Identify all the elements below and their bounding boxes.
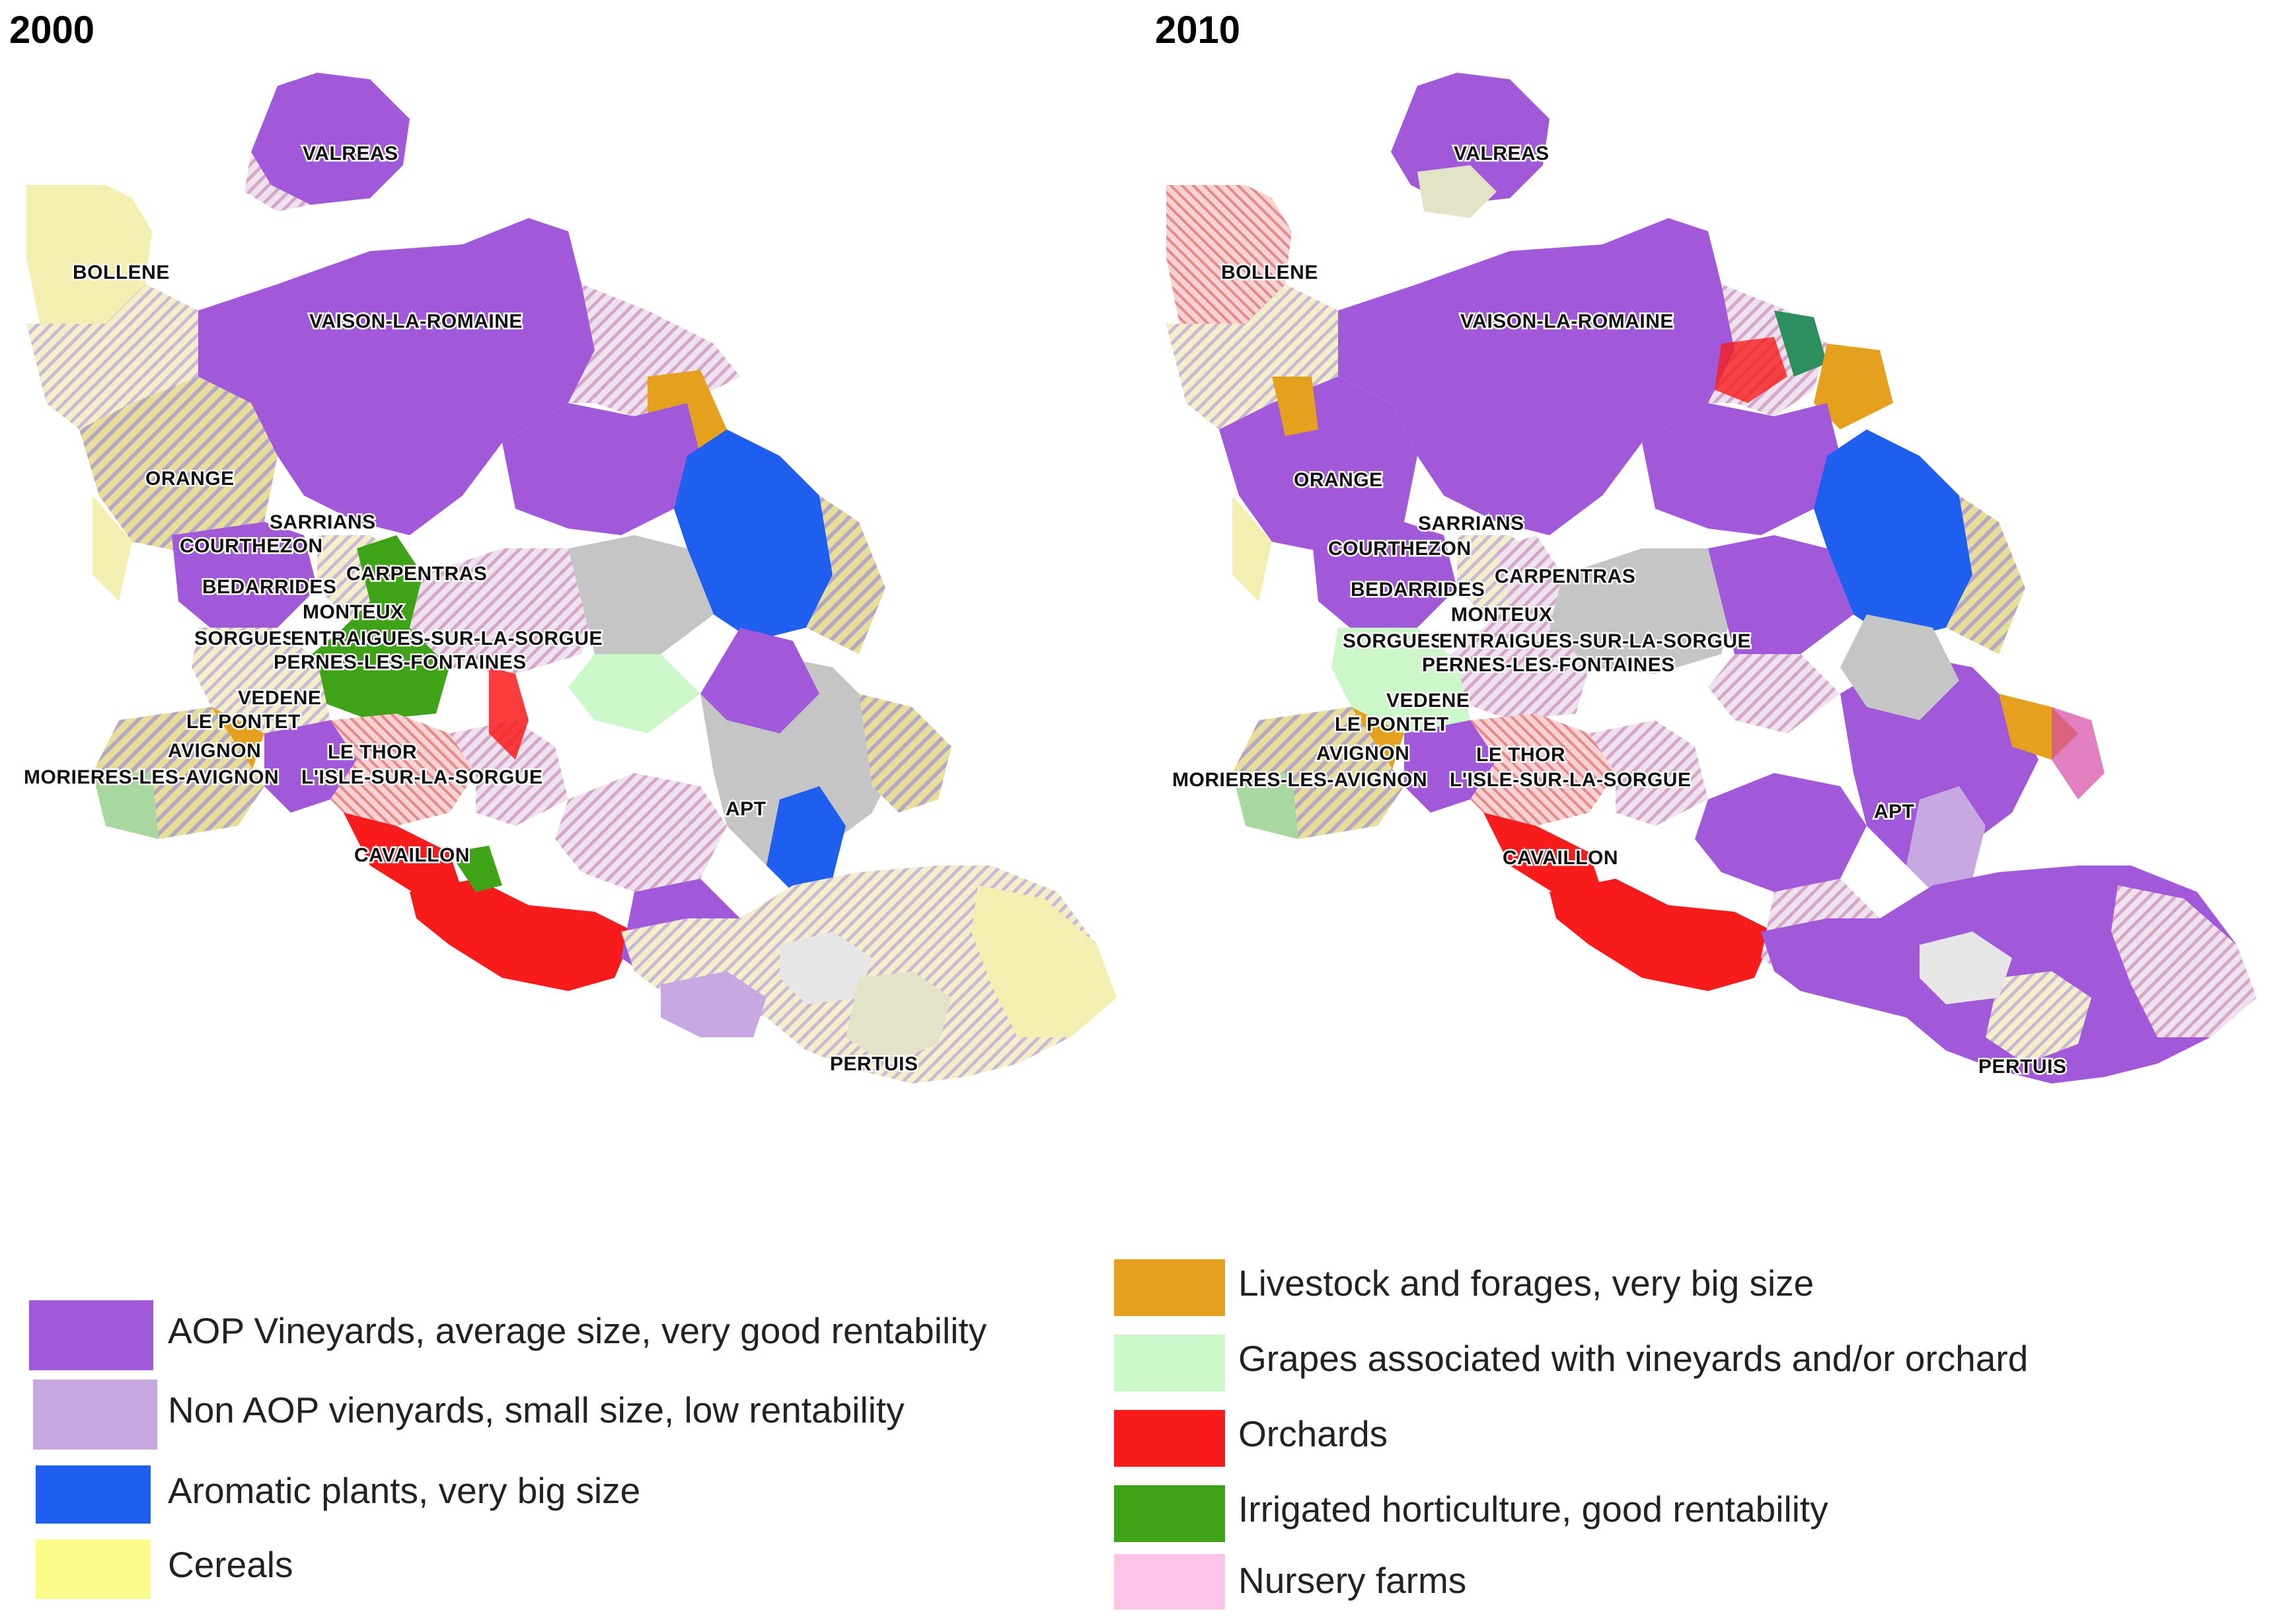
place-label: APT: [726, 798, 766, 820]
place-label: MORIERES-LES-AVIGNON: [1172, 769, 1427, 791]
legend-label: Cereals: [168, 1544, 293, 1585]
place-label: LE PONTET: [186, 711, 301, 733]
place-label: APT: [1874, 801, 1915, 823]
place-label: ORANGE: [145, 468, 235, 490]
place-label: BOLLENE: [1221, 262, 1318, 283]
place-label: PERTUIS: [1978, 1056, 2067, 1078]
legend-label: Orchards: [1238, 1413, 1388, 1454]
place-label: L'ISLE-SUR-LA-SORGUE: [301, 766, 542, 788]
place-label: PERNES-LES-FONTAINES: [1422, 654, 1675, 676]
place-label: VAISON-LA-ROMAINE: [309, 311, 523, 332]
place-label: ORANGE: [1294, 469, 1383, 491]
place-label: MONTEUX: [303, 601, 404, 623]
map-title-2010: 2010: [1155, 9, 1241, 52]
place-label: VAISON-LA-ROMAINE: [1460, 311, 1674, 332]
map-2000: VALREAS BOLLENE VAISON-LA-ROMAINE ORANGE…: [22, 73, 1117, 1084]
place-label: CAVAILLON: [354, 844, 470, 866]
place-label: PERNES-LES-FONTAINES: [274, 651, 527, 673]
legend-label: Non AOP vienyards, small size, low renta…: [168, 1389, 905, 1430]
map-2010: VALREAS BOLLENE VAISON-LA-ROMAINE ORANGE…: [1166, 73, 2257, 1084]
place-label: SARRIANS: [270, 511, 376, 533]
legend-label: Livestock and forages, very big size: [1238, 1263, 1814, 1304]
place-label: SORGUES: [1343, 630, 1444, 652]
place-label: BOLLENE: [73, 262, 170, 283]
legend-swatch: [1114, 1554, 1225, 1609]
legend-swatch: [1114, 1410, 1225, 1467]
place-label: VEDENE: [1386, 690, 1470, 712]
place-label: LE THOR: [1476, 744, 1565, 766]
place-label: MORIERES-LES-AVIGNON: [24, 766, 279, 788]
legend-label: Grapes associated with vineyards and/or …: [1238, 1338, 2029, 1379]
place-label: LE PONTET: [1335, 714, 1449, 735]
legend-swatch: [1114, 1335, 1225, 1391]
legend-swatch: [1114, 1485, 1225, 1542]
place-label: CAVAILLON: [1503, 847, 1618, 869]
place-label: L'ISLE-SUR-LA-SORGUE: [1450, 769, 1691, 791]
place-label: PERTUIS: [830, 1053, 918, 1075]
place-label: VEDENE: [238, 687, 321, 709]
place-label: BEDARRIDES: [1351, 579, 1485, 601]
place-label: COURTHEZON: [180, 535, 323, 557]
place-label: VALREAS: [1454, 143, 1549, 165]
legend-label: AOP Vineyards, average size, very good r…: [168, 1310, 987, 1351]
map-title-2000: 2000: [9, 9, 95, 52]
place-label: SARRIANS: [1418, 513, 1524, 535]
place-label: ENTRAIGUES-SUR-LA-SORGUE: [291, 628, 603, 649]
place-label: COURTHEZON: [1328, 538, 1472, 560]
legend-swatch: [36, 1539, 151, 1599]
legend-swatch: [33, 1380, 157, 1450]
place-label: MONTEUX: [1451, 604, 1553, 626]
place-label: SORGUES: [194, 628, 296, 649]
legend-swatch: [1114, 1259, 1225, 1316]
legend-label: Aromatic plants, very big size: [168, 1470, 641, 1511]
place-label: AVIGNON: [168, 740, 261, 762]
legend-swatch: [29, 1300, 153, 1370]
place-label: BEDARRIDES: [202, 576, 336, 598]
legend-label: Irrigated horticulture, good rentability: [1238, 1489, 1828, 1530]
place-label: LE THOR: [328, 741, 417, 763]
place-label: VALREAS: [303, 143, 398, 165]
legend-label: Nursery farms: [1238, 1560, 1467, 1601]
place-label: CARPENTRAS: [1495, 566, 1635, 587]
place-label: ENTRAIGUES-SUR-LA-SORGUE: [1439, 630, 1751, 652]
place-label: CARPENTRAS: [346, 563, 487, 585]
place-label: AVIGNON: [1316, 743, 1409, 764]
legend-swatch: [36, 1465, 151, 1524]
